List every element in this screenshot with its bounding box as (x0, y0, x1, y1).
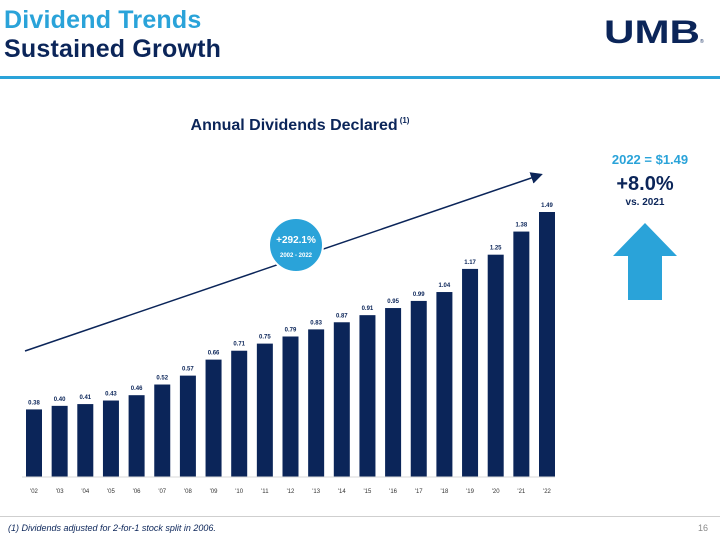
callout-percent: +8.0% (616, 173, 674, 195)
x-tick-label: '03 (56, 489, 64, 495)
x-tick-label: '10 (235, 489, 243, 495)
growth-badge-period: 2002 - 2022 (280, 253, 313, 259)
bar-18 (436, 292, 453, 477)
bar-20 (487, 254, 504, 477)
chart-title: Annual Dividends Declared (1) (190, 116, 410, 134)
x-tick-label: '22 (543, 489, 551, 495)
value-label: 0.40 (54, 397, 66, 403)
callout-headline: 2022 = $1.49 (611, 152, 689, 167)
footnote: (1) Dividends adjusted for 2-for-1 stock… (8, 523, 216, 533)
value-label: 1.49 (541, 203, 553, 209)
logo-registered-mark: ® (700, 38, 704, 45)
bar-10 (231, 350, 248, 477)
bar-22 (539, 212, 555, 477)
value-label: 0.83 (310, 320, 322, 326)
bar-09 (205, 359, 222, 477)
bar-08 (179, 375, 196, 477)
logo-text: UMB (604, 16, 700, 46)
value-label: 1.38 (516, 223, 528, 229)
growth-badge: +292.1% 2002 - 2022 (268, 217, 324, 273)
footer-divider (0, 516, 720, 517)
value-label: 0.38 (28, 400, 40, 406)
value-label: 0.71 (233, 342, 245, 348)
page-title-line-2: Sustained Growth (4, 35, 222, 63)
bar-03 (51, 405, 68, 477)
x-tick-label: '11 (261, 489, 269, 495)
value-label: 0.57 (182, 367, 194, 373)
chart-title-footnote: (1) (399, 116, 410, 125)
value-labels-group: 0.38 0.40 0.41 0.43 0.46 0.52 0.57 0.66 0.71 0.75… (28, 203, 553, 406)
value-label: 1.04 (439, 283, 451, 289)
x-tick-label: '07 (158, 489, 166, 495)
page-number: 16 (697, 523, 708, 533)
value-label: 0.87 (336, 313, 348, 319)
value-label: 1.25 (490, 246, 502, 252)
value-label: 0.91 (362, 306, 374, 312)
up-arrow-icon (613, 223, 677, 300)
bar-02 (26, 409, 42, 477)
x-tick-label: '21 (517, 489, 525, 495)
x-tick-label: '14 (338, 489, 346, 495)
x-tick-label: '15 (364, 489, 372, 495)
x-tick-label: '04 (81, 489, 89, 495)
value-label: 0.43 (105, 392, 117, 398)
bar-06 (128, 395, 145, 477)
x-tick-label: '19 (466, 489, 474, 495)
value-label: 1.17 (464, 260, 476, 266)
x-tick-label: '05 (107, 489, 115, 495)
x-tick-label: '17 (415, 489, 423, 495)
bar-13 (308, 329, 325, 477)
x-tick-label: '13 (312, 489, 320, 495)
x-tick-labels-group: '02 '03 '04 '05 '06 '07 '08 '09 '10 '11 '12 '13 '14 '… (30, 489, 551, 495)
bar-17 (410, 300, 427, 477)
bar-05 (102, 400, 119, 477)
bar-12 (282, 336, 299, 477)
callout-comparison: vs. 2021 (625, 197, 665, 208)
value-label: 0.99 (413, 292, 425, 298)
x-tick-label: '12 (287, 489, 295, 495)
bar-11 (256, 343, 273, 477)
x-tick-label: '08 (184, 489, 192, 495)
value-label: 0.75 (259, 335, 271, 341)
bar-04 (77, 404, 94, 477)
bar-16 (385, 308, 402, 477)
bar-21 (513, 231, 530, 477)
bar-15 (359, 315, 376, 477)
bar-14 (333, 322, 350, 477)
value-label: 0.79 (285, 327, 297, 333)
header-divider (0, 76, 720, 79)
bar-07 (154, 384, 171, 477)
x-tick-label: '06 (133, 489, 141, 495)
value-label: 0.41 (79, 395, 91, 401)
bars-group (26, 212, 555, 477)
bar-19 (462, 268, 479, 477)
growth-badge-percent: +292.1% (276, 235, 316, 246)
value-label: 0.66 (208, 351, 220, 357)
x-tick-label: '20 (492, 489, 500, 495)
x-tick-label: '18 (440, 489, 448, 495)
value-label: 0.52 (156, 376, 168, 382)
umb-logo: UMB ® (604, 16, 704, 46)
value-label: 0.95 (387, 299, 399, 305)
x-tick-label: '16 (389, 489, 397, 495)
x-tick-label: '02 (30, 489, 38, 495)
value-label: 0.46 (131, 386, 143, 392)
x-tick-label: '09 (210, 489, 218, 495)
page-title-line-1: Dividend Trends (4, 6, 202, 34)
